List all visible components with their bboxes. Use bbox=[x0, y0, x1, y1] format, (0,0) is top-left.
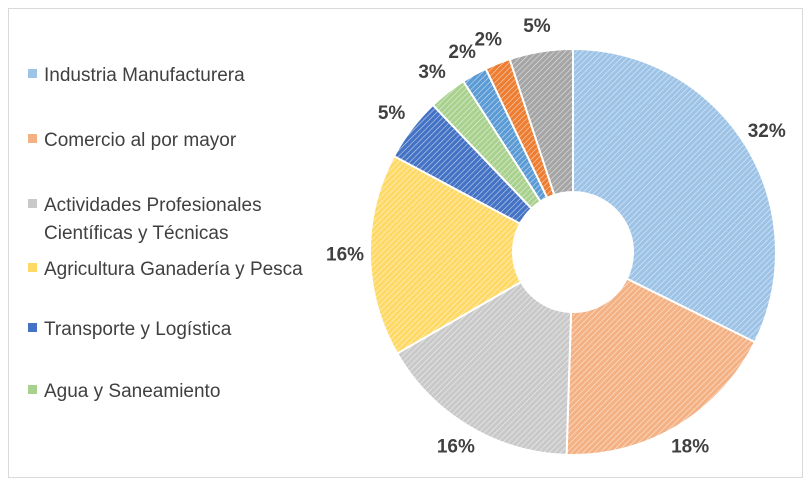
legend-swatch bbox=[28, 134, 37, 143]
data-label: 5% bbox=[523, 16, 551, 37]
data-label: 5% bbox=[378, 103, 406, 124]
legend-swatch bbox=[28, 69, 37, 78]
donut-slice bbox=[508, 47, 574, 197]
legend-swatch bbox=[28, 323, 37, 332]
data-label: 16% bbox=[437, 437, 475, 458]
donut-slice bbox=[395, 280, 573, 456]
donut-slice bbox=[572, 47, 777, 344]
data-label: 32% bbox=[748, 121, 786, 142]
legend-label: Agua y Saneamiento bbox=[44, 381, 221, 402]
data-label: 2% bbox=[475, 29, 503, 50]
data-label: 3% bbox=[418, 62, 446, 83]
frame bbox=[8, 8, 803, 478]
legend-label: Agricultura Ganadería y Pesca bbox=[44, 259, 303, 280]
legend-label: Transporte y Logística bbox=[44, 319, 232, 340]
legend-label: Actividades Profesionales Científicas y … bbox=[44, 195, 262, 244]
legend-swatch bbox=[28, 199, 37, 208]
donut-slice bbox=[565, 277, 757, 456]
data-label: 16% bbox=[326, 245, 364, 266]
data-label: 2% bbox=[448, 42, 476, 63]
legend-label: Industria Manufacturera bbox=[44, 65, 245, 86]
legend-swatch bbox=[28, 385, 37, 394]
legend-swatch bbox=[28, 263, 37, 272]
donut-slice bbox=[369, 154, 523, 355]
legend-label: Comercio al por mayor bbox=[44, 130, 237, 151]
data-label: 18% bbox=[671, 437, 709, 458]
